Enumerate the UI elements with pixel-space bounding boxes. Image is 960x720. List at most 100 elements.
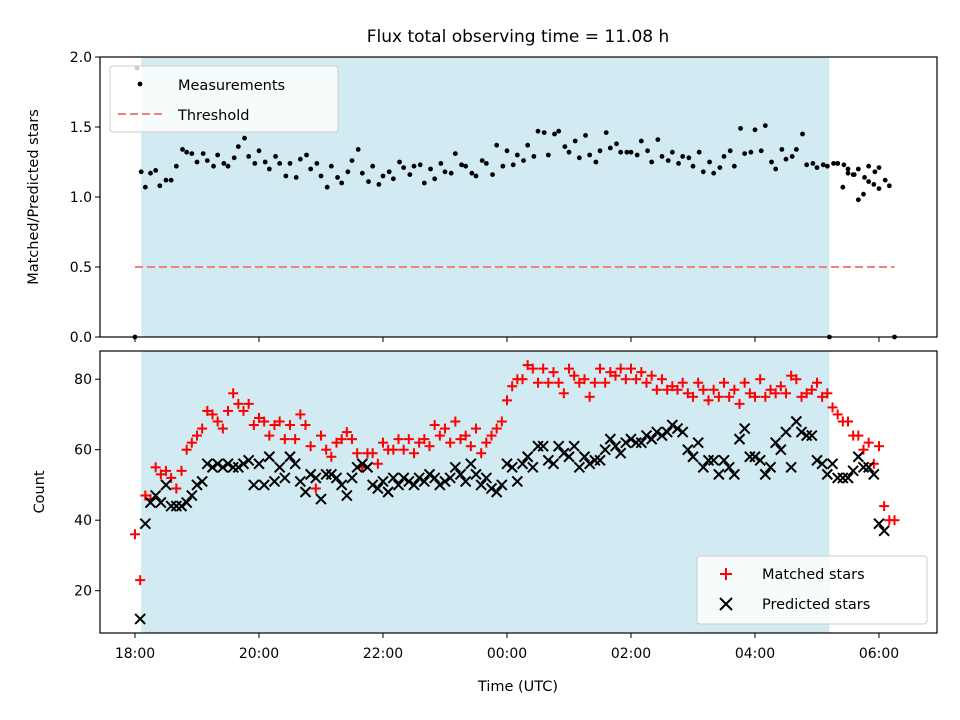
measurement-point xyxy=(469,170,475,176)
predicted-star-marker xyxy=(558,447,570,459)
matched-star-marker xyxy=(341,427,352,438)
matched-star-marker xyxy=(786,370,797,381)
matched-star-marker xyxy=(801,388,812,399)
matched-star-marker xyxy=(476,448,487,459)
matched-star-marker xyxy=(414,437,425,448)
matched-star-marker xyxy=(600,377,611,388)
predicted-star-marker xyxy=(428,472,441,484)
matched-star-marker xyxy=(321,444,332,455)
legend-label-measurements: Measurements xyxy=(178,78,285,94)
measurement-point xyxy=(283,173,289,179)
predicted-star-marker xyxy=(217,461,229,474)
measurement-point xyxy=(525,142,531,148)
measurement-point xyxy=(359,170,365,176)
predicted-star-marker xyxy=(687,451,699,463)
predicted-star-marker xyxy=(780,426,792,438)
measurement-point xyxy=(882,177,888,183)
measurement-point xyxy=(463,163,469,169)
matched-star-marker xyxy=(202,405,213,416)
matched-star-marker xyxy=(403,434,414,445)
predicted-star-marker xyxy=(459,475,472,488)
matched-star-marker xyxy=(238,405,249,416)
predicted-star-marker xyxy=(806,429,818,442)
measurement-point xyxy=(417,162,423,168)
measurement-point xyxy=(163,177,169,183)
predicted-star-marker xyxy=(666,419,679,431)
measurement-point xyxy=(841,162,847,168)
predicted-star-marker xyxy=(826,458,839,470)
measurement-point xyxy=(204,158,210,164)
predicted-star-marker xyxy=(315,493,327,505)
predicted-star-marker xyxy=(775,443,787,456)
matched-star-marker xyxy=(305,441,316,452)
predicted-star-marker xyxy=(325,468,338,481)
predicted-star-marker xyxy=(366,479,379,491)
predicted-star-marker xyxy=(599,443,611,456)
matched-star-marker xyxy=(248,420,259,431)
matched-star-marker xyxy=(367,448,378,459)
matched-star-marker xyxy=(646,370,657,381)
legend-matched-marker xyxy=(720,568,732,580)
predicted-star-marker xyxy=(470,468,482,481)
measurement-point xyxy=(669,149,675,155)
measurement-point xyxy=(572,138,578,144)
matched-star-marker xyxy=(765,384,776,395)
measurement-point xyxy=(266,166,272,172)
predicted-star-marker xyxy=(320,468,332,481)
matched-star-marker xyxy=(636,367,647,378)
predicted-star-marker xyxy=(733,433,746,445)
predicted-star-marker xyxy=(206,461,219,474)
matched-star-marker xyxy=(295,409,306,420)
predicted-star-marker xyxy=(361,461,374,474)
matched-star-marker xyxy=(336,434,347,445)
measurement-point xyxy=(273,154,278,159)
matched-star-marker xyxy=(155,469,166,480)
predicted-star-marker xyxy=(873,518,885,530)
matched-star-marker xyxy=(274,416,285,427)
measurement-point xyxy=(758,148,764,154)
predicted-star-marker xyxy=(346,472,358,484)
matched-star-marker xyxy=(419,434,430,445)
matched-star-marker xyxy=(610,370,621,381)
predicted-star-marker xyxy=(645,433,658,445)
predicted-star-marker xyxy=(496,479,508,491)
predicted-star-marker xyxy=(573,461,586,474)
measurement-point xyxy=(587,152,593,158)
matched-star-marker xyxy=(651,384,662,395)
predicted-star-marker xyxy=(614,447,627,459)
matched-star-marker xyxy=(595,363,605,374)
predicted-star-marker xyxy=(661,426,673,438)
predicted-star-marker xyxy=(676,426,689,438)
measurement-point xyxy=(638,138,644,144)
bottom-panel: 20 40 60 80 18:00 20:00 22:00 00:00 02:00 04:00 06… xyxy=(74,350,938,662)
predicted-star-marker xyxy=(475,479,487,491)
predicted-star-marker xyxy=(335,479,348,491)
predicted-star-marker xyxy=(211,458,224,470)
bottom-plot-frame xyxy=(99,350,938,634)
measurement-point xyxy=(804,162,810,168)
predicted-star-marker xyxy=(165,500,177,512)
measurement-point xyxy=(349,158,355,164)
matched-star-marker xyxy=(605,367,616,378)
matched-star-marker xyxy=(207,409,218,420)
predicted-star-marker xyxy=(227,461,239,474)
predicted-star-marker xyxy=(155,496,167,509)
predicted-star-marker xyxy=(444,472,456,484)
measurement-point xyxy=(618,149,624,155)
measurement-point xyxy=(184,149,190,155)
matched-star-marker xyxy=(491,423,502,434)
measurement-point xyxy=(665,158,671,164)
matched-star-marker xyxy=(243,398,254,409)
matched-star-marker xyxy=(465,441,476,452)
measurement-point xyxy=(345,169,351,175)
measurement-point xyxy=(479,158,485,164)
measurement-point xyxy=(614,141,619,147)
measurement-point xyxy=(700,169,706,175)
predicted-star-marker xyxy=(258,479,270,491)
predicted-star-marker xyxy=(341,489,353,502)
measurement-point xyxy=(727,148,733,154)
predicted-star-marker xyxy=(682,443,694,456)
measurement-point xyxy=(459,162,464,168)
measurement-point xyxy=(262,159,268,165)
matched-star-marker xyxy=(460,430,471,441)
